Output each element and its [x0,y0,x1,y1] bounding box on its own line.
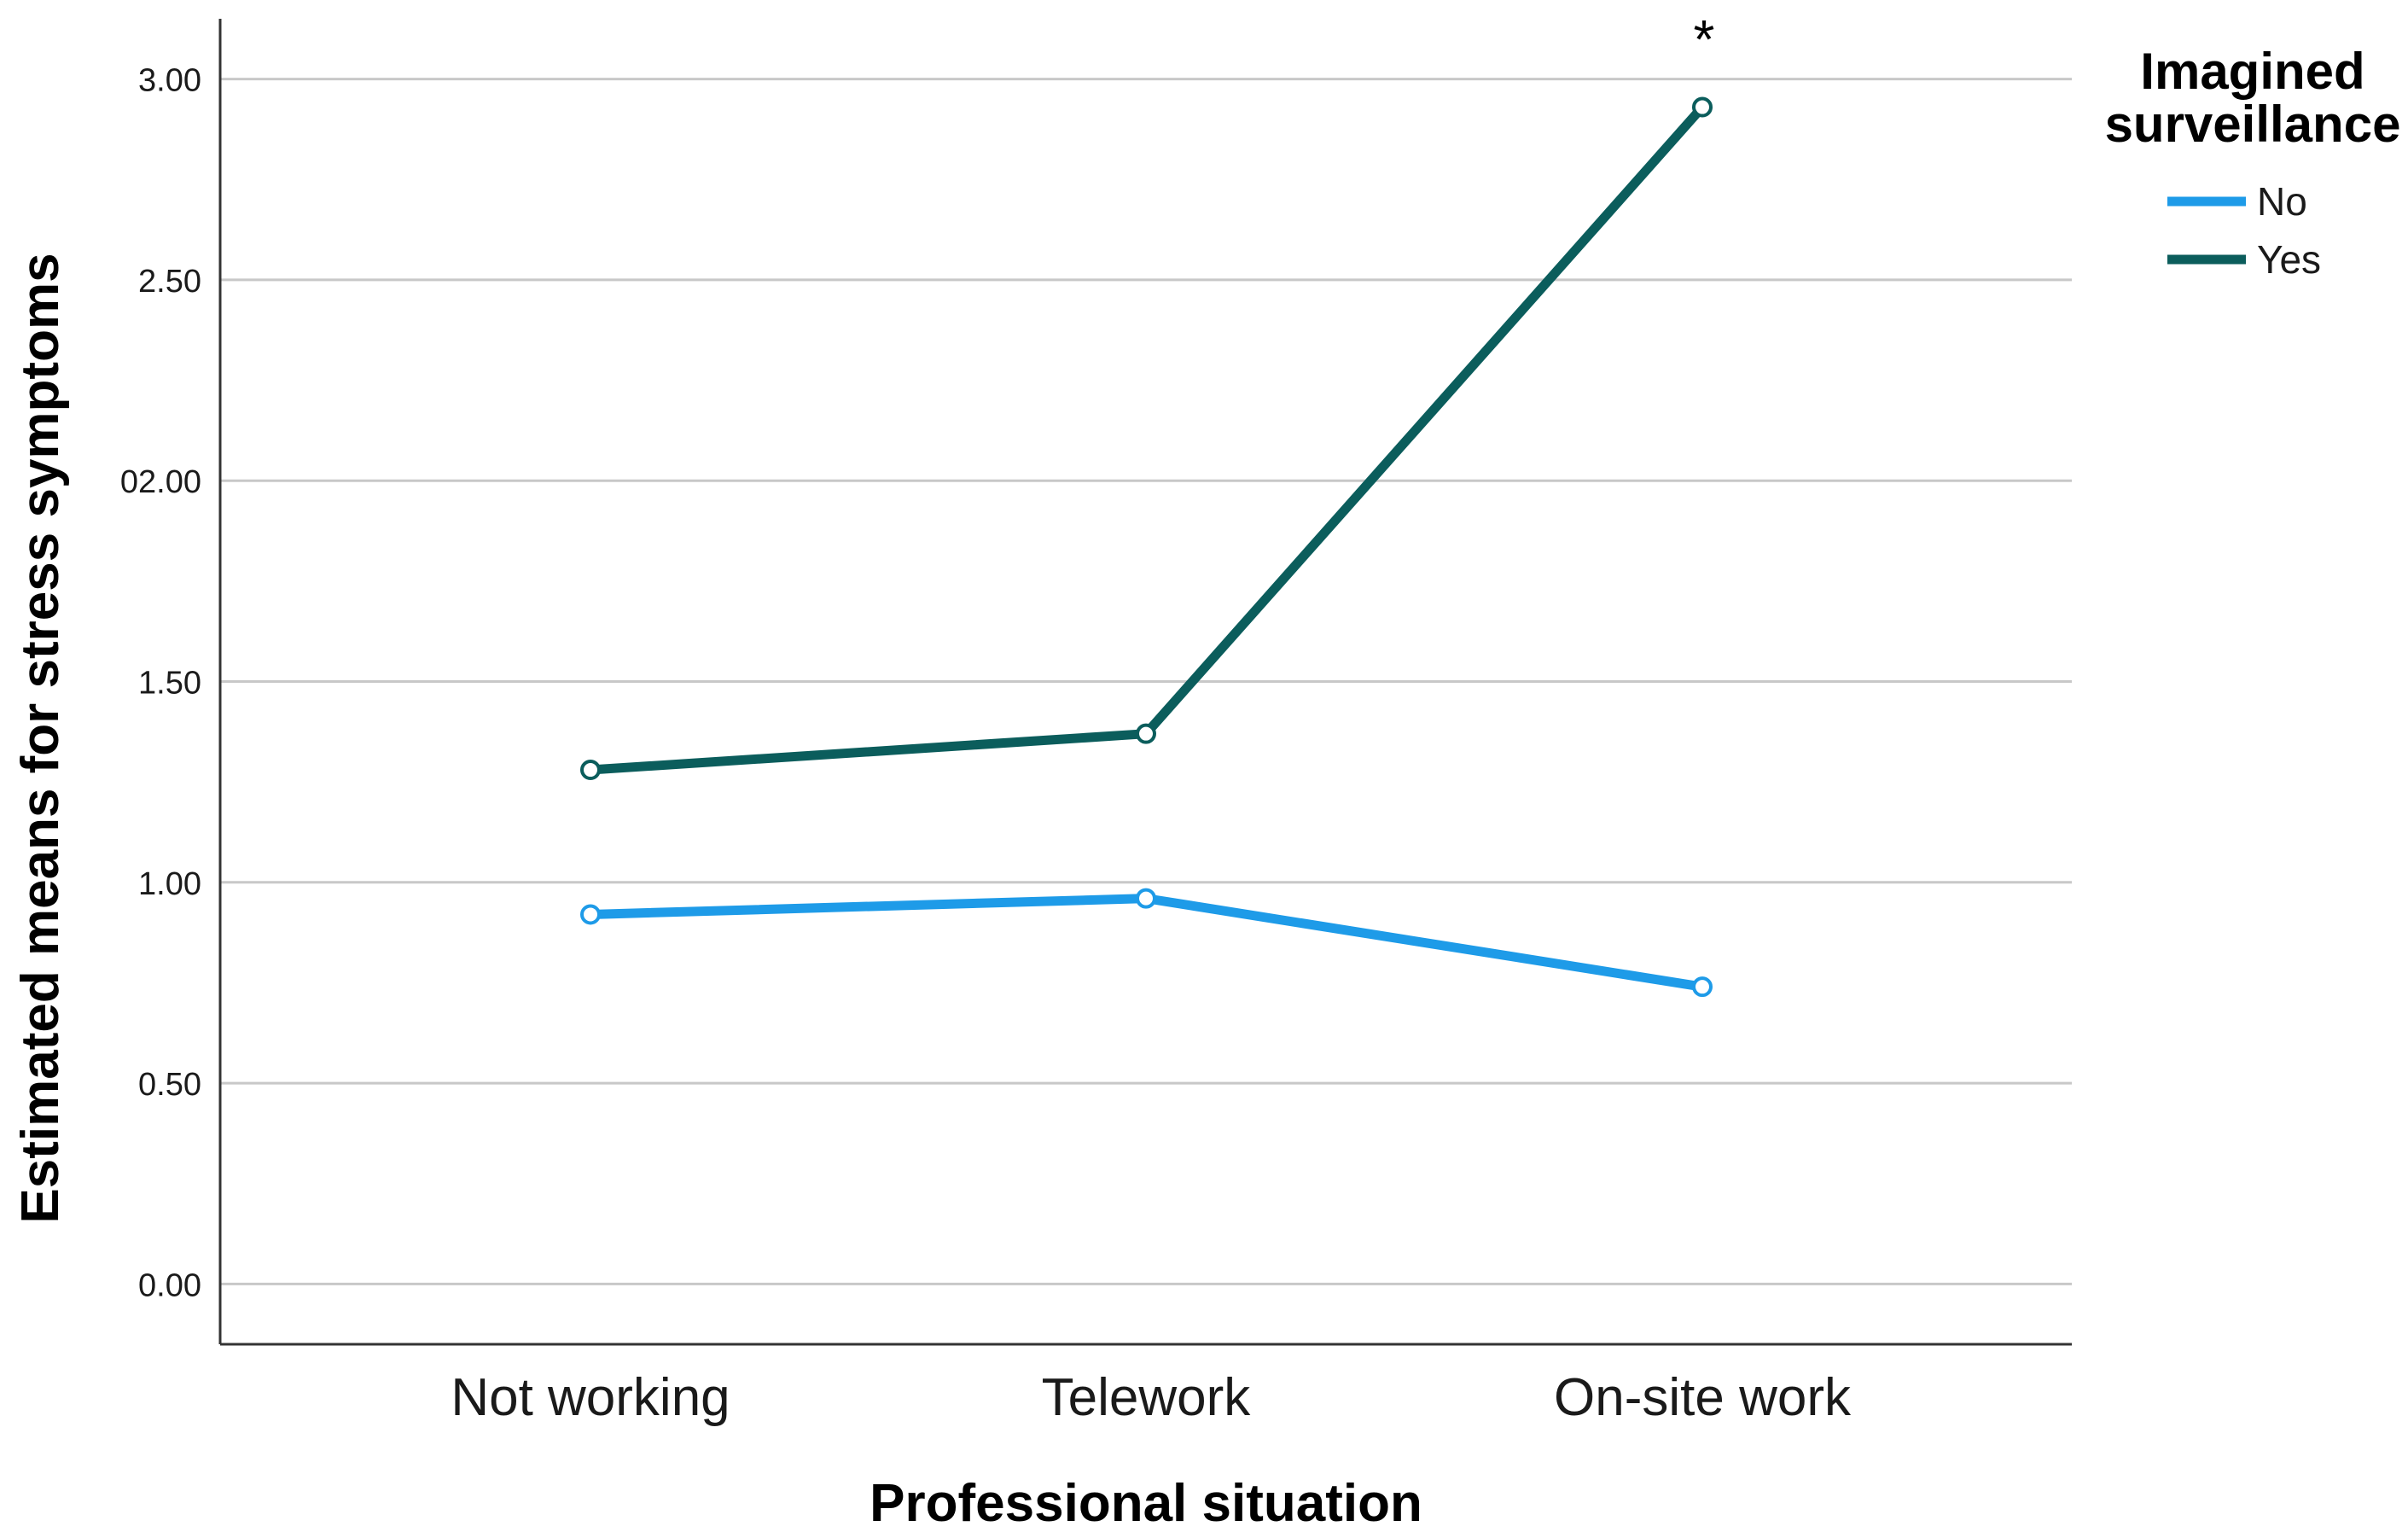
x-axis-title: Professional situation [870,1474,1422,1533]
y-tick-label: 2.50 [138,264,201,300]
legend: Imagined surveillance No Yes [2105,43,2401,282]
x-category-labels: Not working Telework On-site work [451,1368,1852,1427]
series-yes [580,96,1713,781]
y-tick-label: 02.00 [120,464,201,500]
gridlines [220,78,2072,1285]
axes [218,19,2072,1346]
y-tick-label: 3.00 [138,63,201,99]
data-point [580,904,601,925]
y-tick-label: 1.00 [138,866,201,902]
legend-title-line-1: Imagined [2140,43,2364,100]
data-point [1136,723,1156,744]
legend-label: Yes [2257,237,2321,282]
series-no [580,888,1713,998]
y-tick-label: 0.00 [138,1267,201,1303]
y-tick-labels: 0.00 0.50 1.00 1.50 02.00 2.50 3.00 [120,63,201,1304]
y-axis-title: Estimated means for stress symptoms [11,253,70,1223]
significance-annotation: * [1694,9,1715,70]
x-category-label: On-site work [1554,1368,1852,1427]
series-line [585,894,1707,992]
series-line [585,102,1707,775]
data-point [1692,96,1713,118]
legend-entries: No Yes [2167,179,2321,282]
legend-label: No [2257,179,2307,224]
y-tick-label: 0.50 [138,1067,201,1103]
data-point [580,760,601,781]
data-point [1136,888,1156,909]
x-category-label: Not working [451,1368,730,1427]
y-tick-label: 1.50 [138,666,201,702]
annotations: * [1694,9,1715,70]
x-category-label: Telework [1042,1368,1252,1427]
data-point [1692,976,1713,998]
series [580,96,1713,998]
legend-title-line-2: surveillance [2105,96,2401,153]
